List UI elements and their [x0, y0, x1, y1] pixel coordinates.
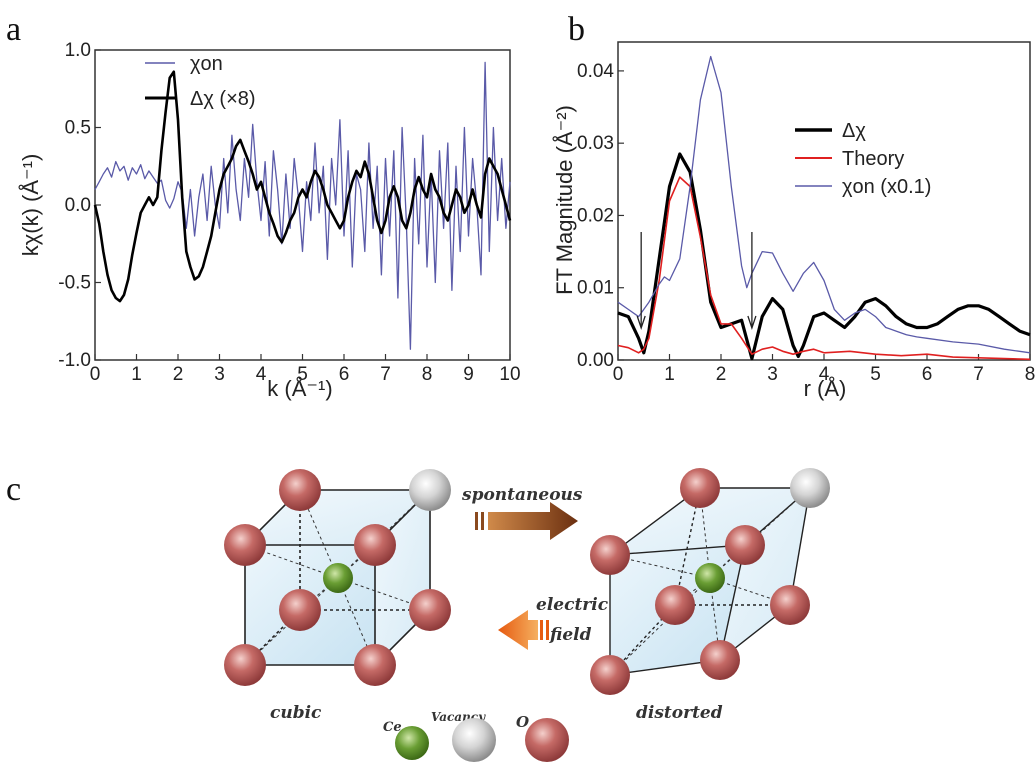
- y-tick-label: 0.0: [65, 195, 91, 216]
- marker-arrow-head: [747, 315, 757, 331]
- marker-arrow-head: [636, 315, 646, 331]
- panel-b-letter: b: [568, 11, 585, 48]
- x-tick-label: 1: [664, 364, 675, 385]
- y-tick-label: 0.03: [577, 133, 614, 154]
- label-field: field: [549, 625, 592, 645]
- x-tick-label: 4: [256, 364, 267, 385]
- crystal-diagram-panel-c: spontaneous electric field: [224, 468, 830, 762]
- x-tick-label: 2: [173, 364, 184, 385]
- y-tick-label: 0.01: [577, 278, 614, 299]
- y-tick-label: 1.0: [65, 40, 91, 61]
- o-atom: [279, 589, 321, 631]
- series-line-2: [93, 70, 512, 303]
- arrow-electric-field: [498, 610, 549, 650]
- series-group-b: [617, 55, 1031, 361]
- series-line-3: [617, 55, 1031, 354]
- y-tick-label: -1.0: [58, 350, 91, 371]
- x-tick-label: 7: [380, 364, 391, 385]
- y-tick-label: -0.5: [58, 273, 91, 294]
- x-tick-label: 10: [499, 364, 520, 385]
- legend-label-delta-chi: Δχ (×8): [190, 88, 256, 110]
- o-atom: [224, 524, 266, 566]
- o-atom: [655, 585, 695, 625]
- legend-label-chi-on: χon: [190, 53, 223, 75]
- x-tick-label: 1: [131, 364, 142, 385]
- x-tick-label: 6: [922, 364, 933, 385]
- x-axis-title-b: r (Å): [804, 376, 847, 401]
- vacancy-atom: [790, 468, 830, 508]
- ce-atom: [323, 563, 353, 593]
- x-tick-label: 2: [716, 364, 727, 385]
- x-tick-label: 3: [214, 364, 225, 385]
- series-line-1: [617, 152, 1031, 361]
- atom-legend: Ce Vacancy O: [383, 710, 569, 762]
- x-tick-label: 7: [973, 364, 984, 385]
- o-atom: [770, 585, 810, 625]
- x-tick-label: 5: [297, 364, 308, 385]
- x-tick-label: 8: [1025, 364, 1035, 385]
- o-atom: [680, 468, 720, 508]
- ce-atom: [695, 563, 725, 593]
- y-tick-label: 0.5: [65, 118, 91, 139]
- o-atom: [224, 644, 266, 686]
- legend-label-theory: Theory: [842, 148, 904, 170]
- legend-label-ce: Ce: [383, 720, 402, 735]
- vacancy-atom: [409, 469, 451, 511]
- x-tick-label: 0: [613, 364, 624, 385]
- label-distorted: distorted: [636, 703, 723, 723]
- legend-ce-atom: [395, 726, 429, 760]
- o-atom: [409, 589, 451, 631]
- panel-c-letter: c: [6, 471, 21, 508]
- x-tick-label: 8: [422, 364, 433, 385]
- panel-a-letter: a: [6, 11, 21, 48]
- x-tick-label: 5: [870, 364, 881, 385]
- x-tick-label: 0: [90, 364, 101, 385]
- arrow-markers-b: [636, 232, 757, 331]
- chart-panel-b: 0 1 2 3 4 5 6 7 8 0.00 0.01 0.02 0.03 0.04 r (Å) FT M…: [552, 41, 1035, 401]
- o-atom: [590, 535, 630, 575]
- y-tick-label: 0.02: [577, 205, 614, 226]
- legend-vacancy-atom: [452, 718, 496, 762]
- series-line-2: [617, 176, 1031, 361]
- y-tick-label: 0.04: [577, 61, 614, 82]
- o-atom: [354, 644, 396, 686]
- axis-ticks-b: 0 1 2 3 4 5 6 7 8 0.00 0.01 0.02 0.03 0.04: [577, 61, 1035, 385]
- distorted-cell: [590, 468, 830, 695]
- o-atom: [354, 524, 396, 566]
- x-tick-label: 6: [339, 364, 350, 385]
- series-group-a: [93, 61, 512, 350]
- chart-panel-a: 0 1 2 3 4 5 6 7 8 9 10 -1.0 -0.5 0.0 0.5 1.0 k (Å⁻¹) kχ…: [18, 40, 521, 401]
- o-atom: [725, 525, 765, 565]
- label-cubic: cubic: [270, 703, 322, 723]
- o-atom: [590, 655, 630, 695]
- distorted-face-top: [610, 488, 810, 555]
- o-atom: [700, 640, 740, 680]
- x-tick-label: 3: [767, 364, 778, 385]
- y-axis-title-a: kχ(k) (Å⁻¹): [18, 154, 43, 257]
- distorted-face-side: [720, 488, 810, 660]
- y-tick-label: 0.00: [577, 350, 614, 371]
- o-atom: [279, 469, 321, 511]
- y-axis-title-b: FT Magnitude (Å⁻²): [552, 105, 577, 295]
- legend-label-o: O: [516, 713, 529, 731]
- arrow-spontaneous: [475, 502, 578, 540]
- legend-o-atom: [525, 718, 569, 762]
- x-tick-label: 9: [463, 364, 474, 385]
- legend-label-delta-chi-b: Δχ: [842, 120, 866, 142]
- label-electric: electric: [536, 595, 609, 615]
- label-spontaneous: spontaneous: [461, 485, 583, 505]
- series-line-1: [94, 61, 511, 350]
- legend-label-chi-on-b: χon (x0.1): [842, 176, 931, 198]
- x-tick-label: 4: [819, 364, 830, 385]
- x-axis-title-a: k (Å⁻¹): [267, 376, 332, 401]
- cubic-cell: [224, 469, 451, 686]
